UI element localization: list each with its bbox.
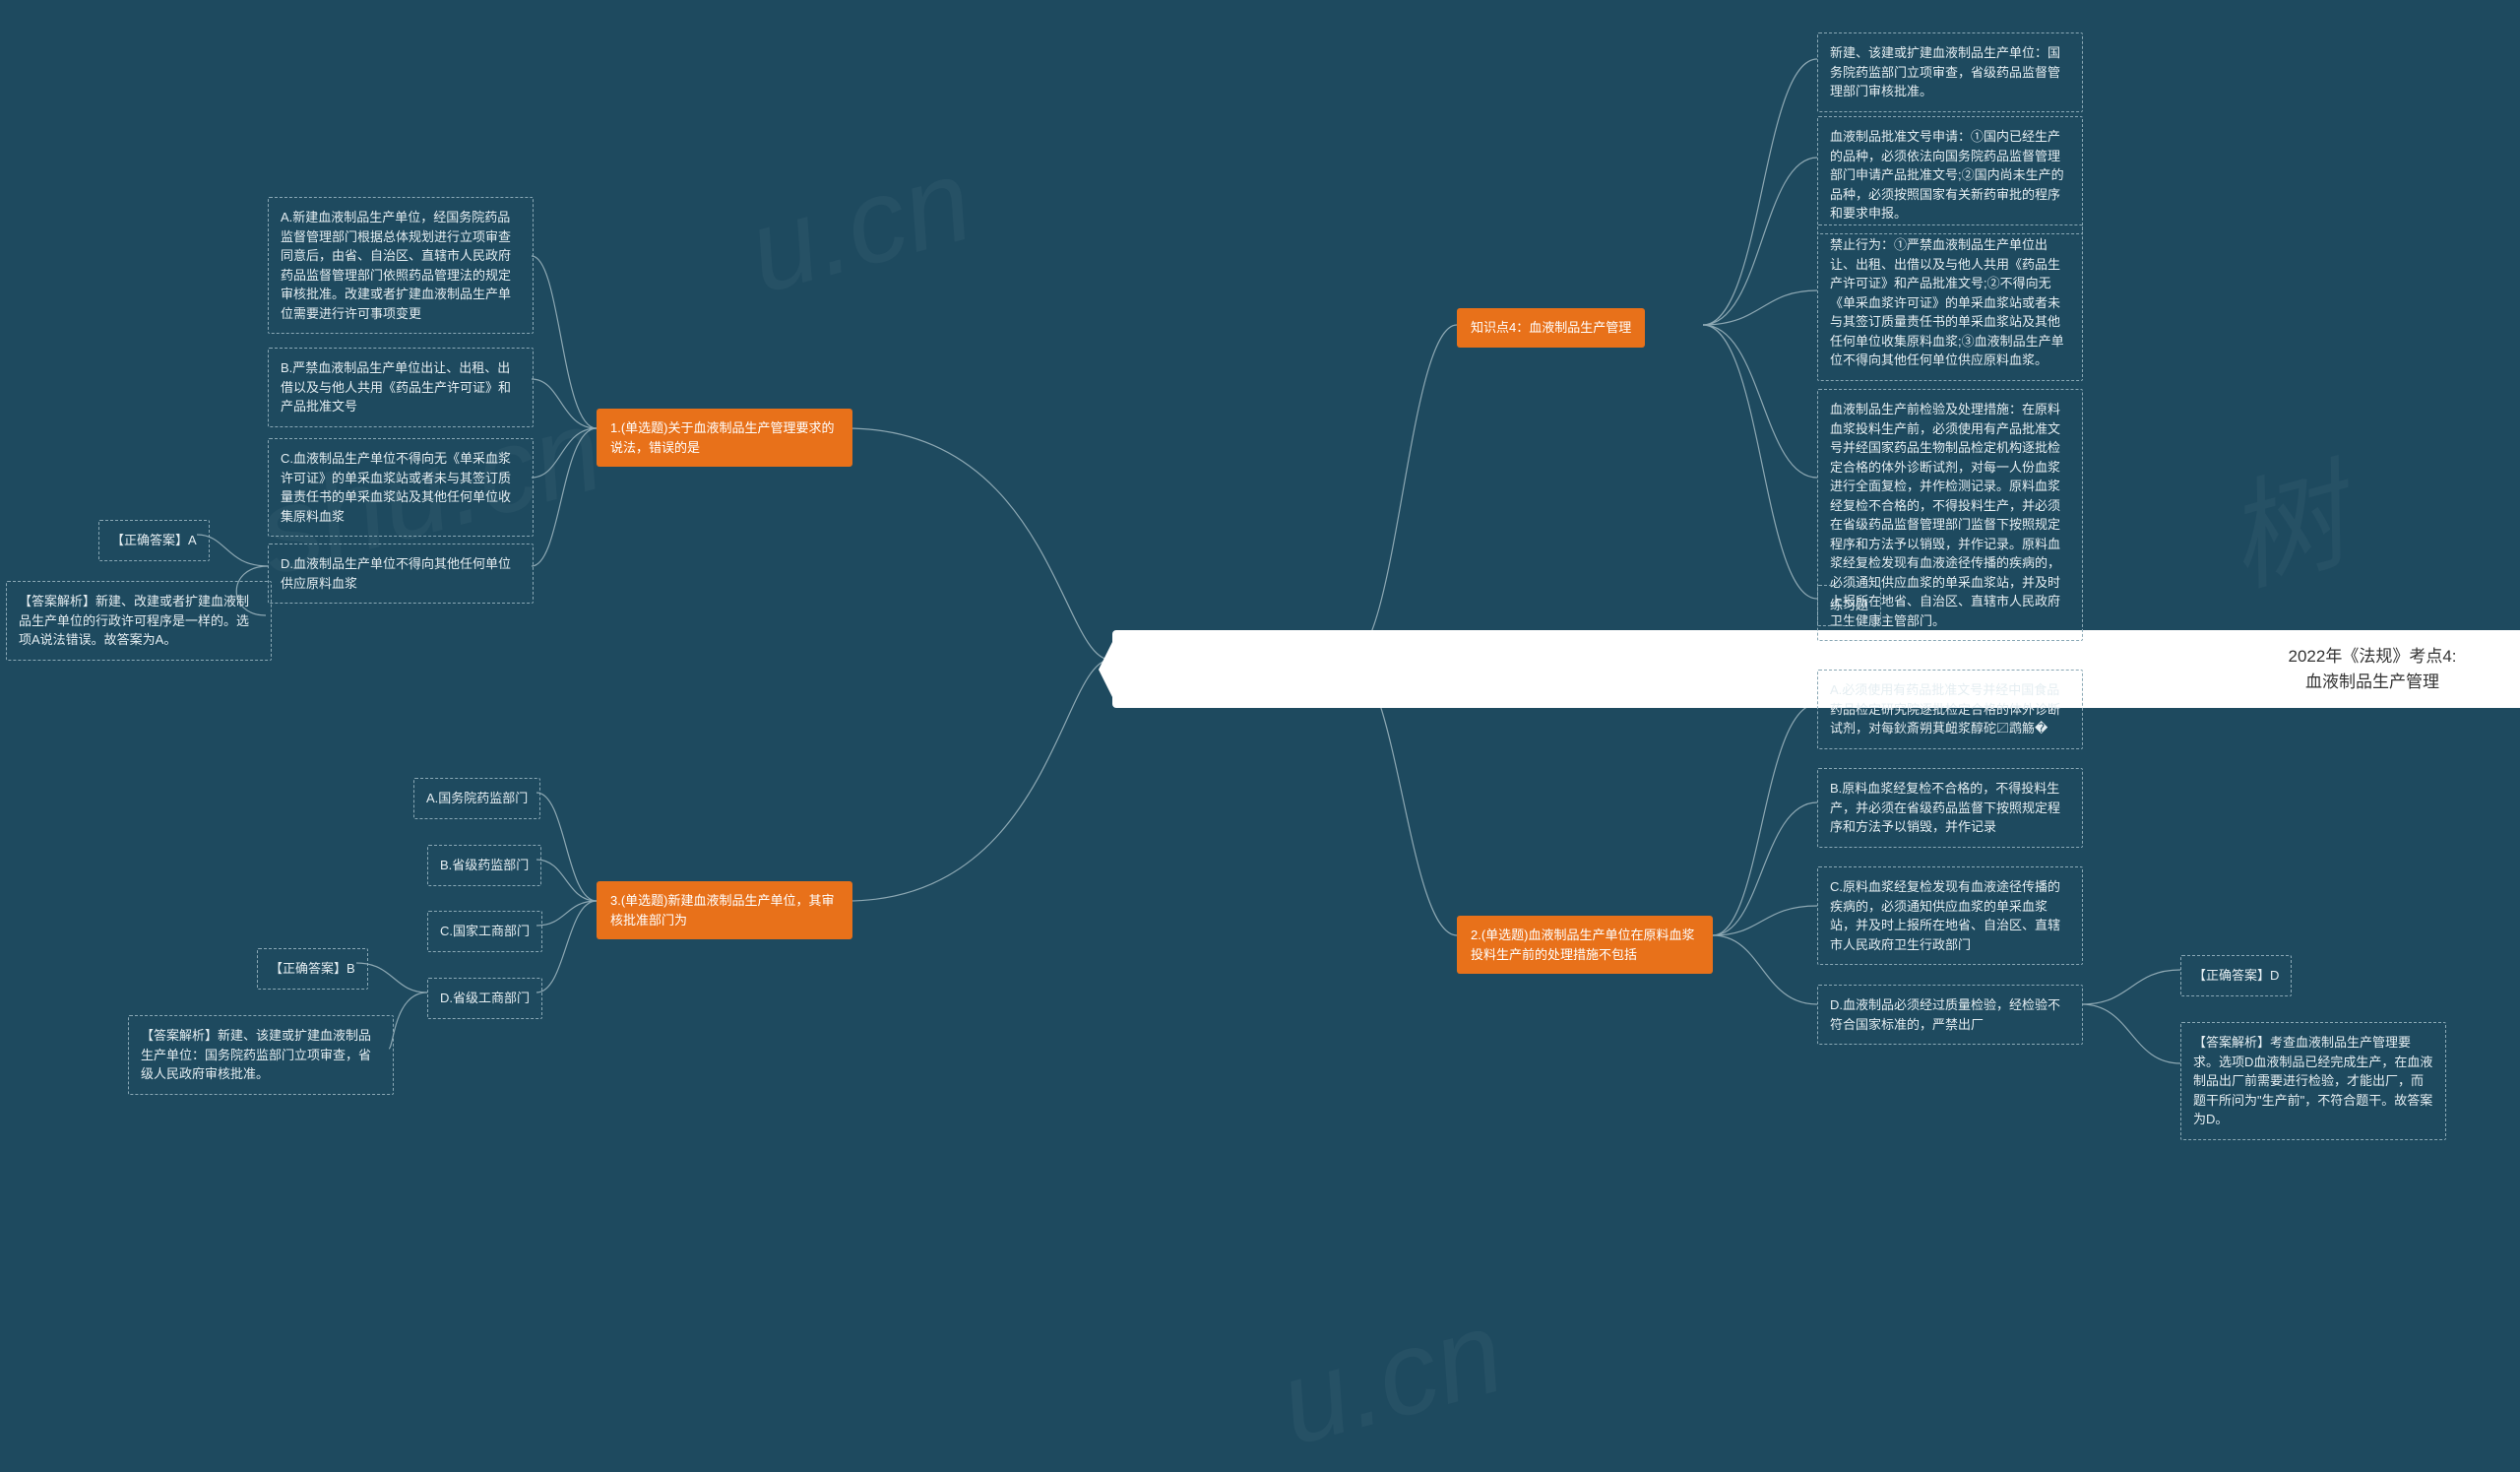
leaf-r2-c: C.原料血浆经复检发现有血液途径传播的疾病的，必须通知供应血浆的单采血浆站，并及… [1817,866,2083,965]
leaf-l1-b: B.严禁血液制品生产单位出让、出租、出借以及与他人共用《药品生产许可证》和产品批… [268,348,534,427]
watermark: u.cn [734,131,985,320]
watermark: 树 [2205,420,2363,616]
leaf-r1-2: 禁止行为：①严禁血液制品生产单位出让、出租、出借以及与他人共用《药品生产许可证》… [1817,224,2083,381]
leaf-r2-a: A.必须使用有药品批准文号并经中国食品药品检定研究院逐批检定合格的体外诊断试剂，… [1817,670,2083,749]
branch-q1: 1.(单选题)关于血液制品生产管理要求的说法，错误的是 [597,409,852,467]
leaf-l1-d-exp: 【答案解析】新建、改建或者扩建血液制品生产单位的行政许可程序是一样的。选项A说法… [6,581,272,661]
leaf-r1-0: 新建、该建或扩建血液制品生产单位：国务院药监部门立项审查，省级药品监督管理部门审… [1817,32,2083,112]
center-title-l1: 2022年《法规》考点4: [1136,644,2520,670]
leaf-r2-d-exp: 【答案解析】考查血液制品生产管理要求。选项D血液制品已经完成生产，在血液制品出厂… [2180,1022,2446,1140]
leaf-l2-d-exp: 【答案解析】新建、该建或扩建血液制品生产单位：国务院药监部门立项审查，省级人民政… [128,1015,394,1095]
branch-knowledge4: 知识点4：血液制品生产管理 [1457,308,1645,348]
leaf-r2-d: D.血液制品必须经过质量检验，经检验不符合国家标准的，严禁出厂 [1817,985,2083,1045]
leaf-r1-1: 血液制品批准文号申请：①国内已经生产的品种，必须依法向国务院药品监督管理部门申请… [1817,116,2083,234]
branch-q2: 2.(单选题)血液制品生产单位在原料血浆投料生产前的处理措施不包括 [1457,916,1713,974]
leaf-l1-a: A.新建血液制品生产单位，经国务院药品监督管理部门根据总体规划进行立项审查同意后… [268,197,534,334]
watermark: u.cn [1266,1283,1517,1472]
leaf-l1-d: D.血液制品生产单位不得向其他任何单位供应原料血浆 [268,544,534,604]
leaf-l2-a: A.国务院药监部门 [413,778,540,819]
leaf-l2-d: D.省级工商部门 [427,978,542,1019]
leaf-l2-d-ans: 【正确答案】B [257,948,368,990]
leaf-l1-c: C.血液制品生产单位不得向无《单采血浆许可证》的单采血浆站或者未与其签订质量责任… [268,438,534,537]
leaf-l1-d-ans: 【正确答案】A [98,520,210,561]
leaf-l2-b: B.省级药监部门 [427,845,541,886]
leaf-r2-b: B.原料血浆经复检不合格的，不得投料生产，并必须在省级药品监督下按照规定程序和方… [1817,768,2083,848]
branch-q3: 3.(单选题)新建血液制品生产单位，其审核批准部门为 [597,881,852,939]
leaf-r1-4: 练习题 [1817,585,1881,626]
leaf-r2-d-ans: 【正确答案】D [2180,955,2292,996]
center-node: 2022年《法规》考点4: 血液制品生产管理 [1112,630,2520,708]
leaf-l2-c: C.国家工商部门 [427,911,542,952]
